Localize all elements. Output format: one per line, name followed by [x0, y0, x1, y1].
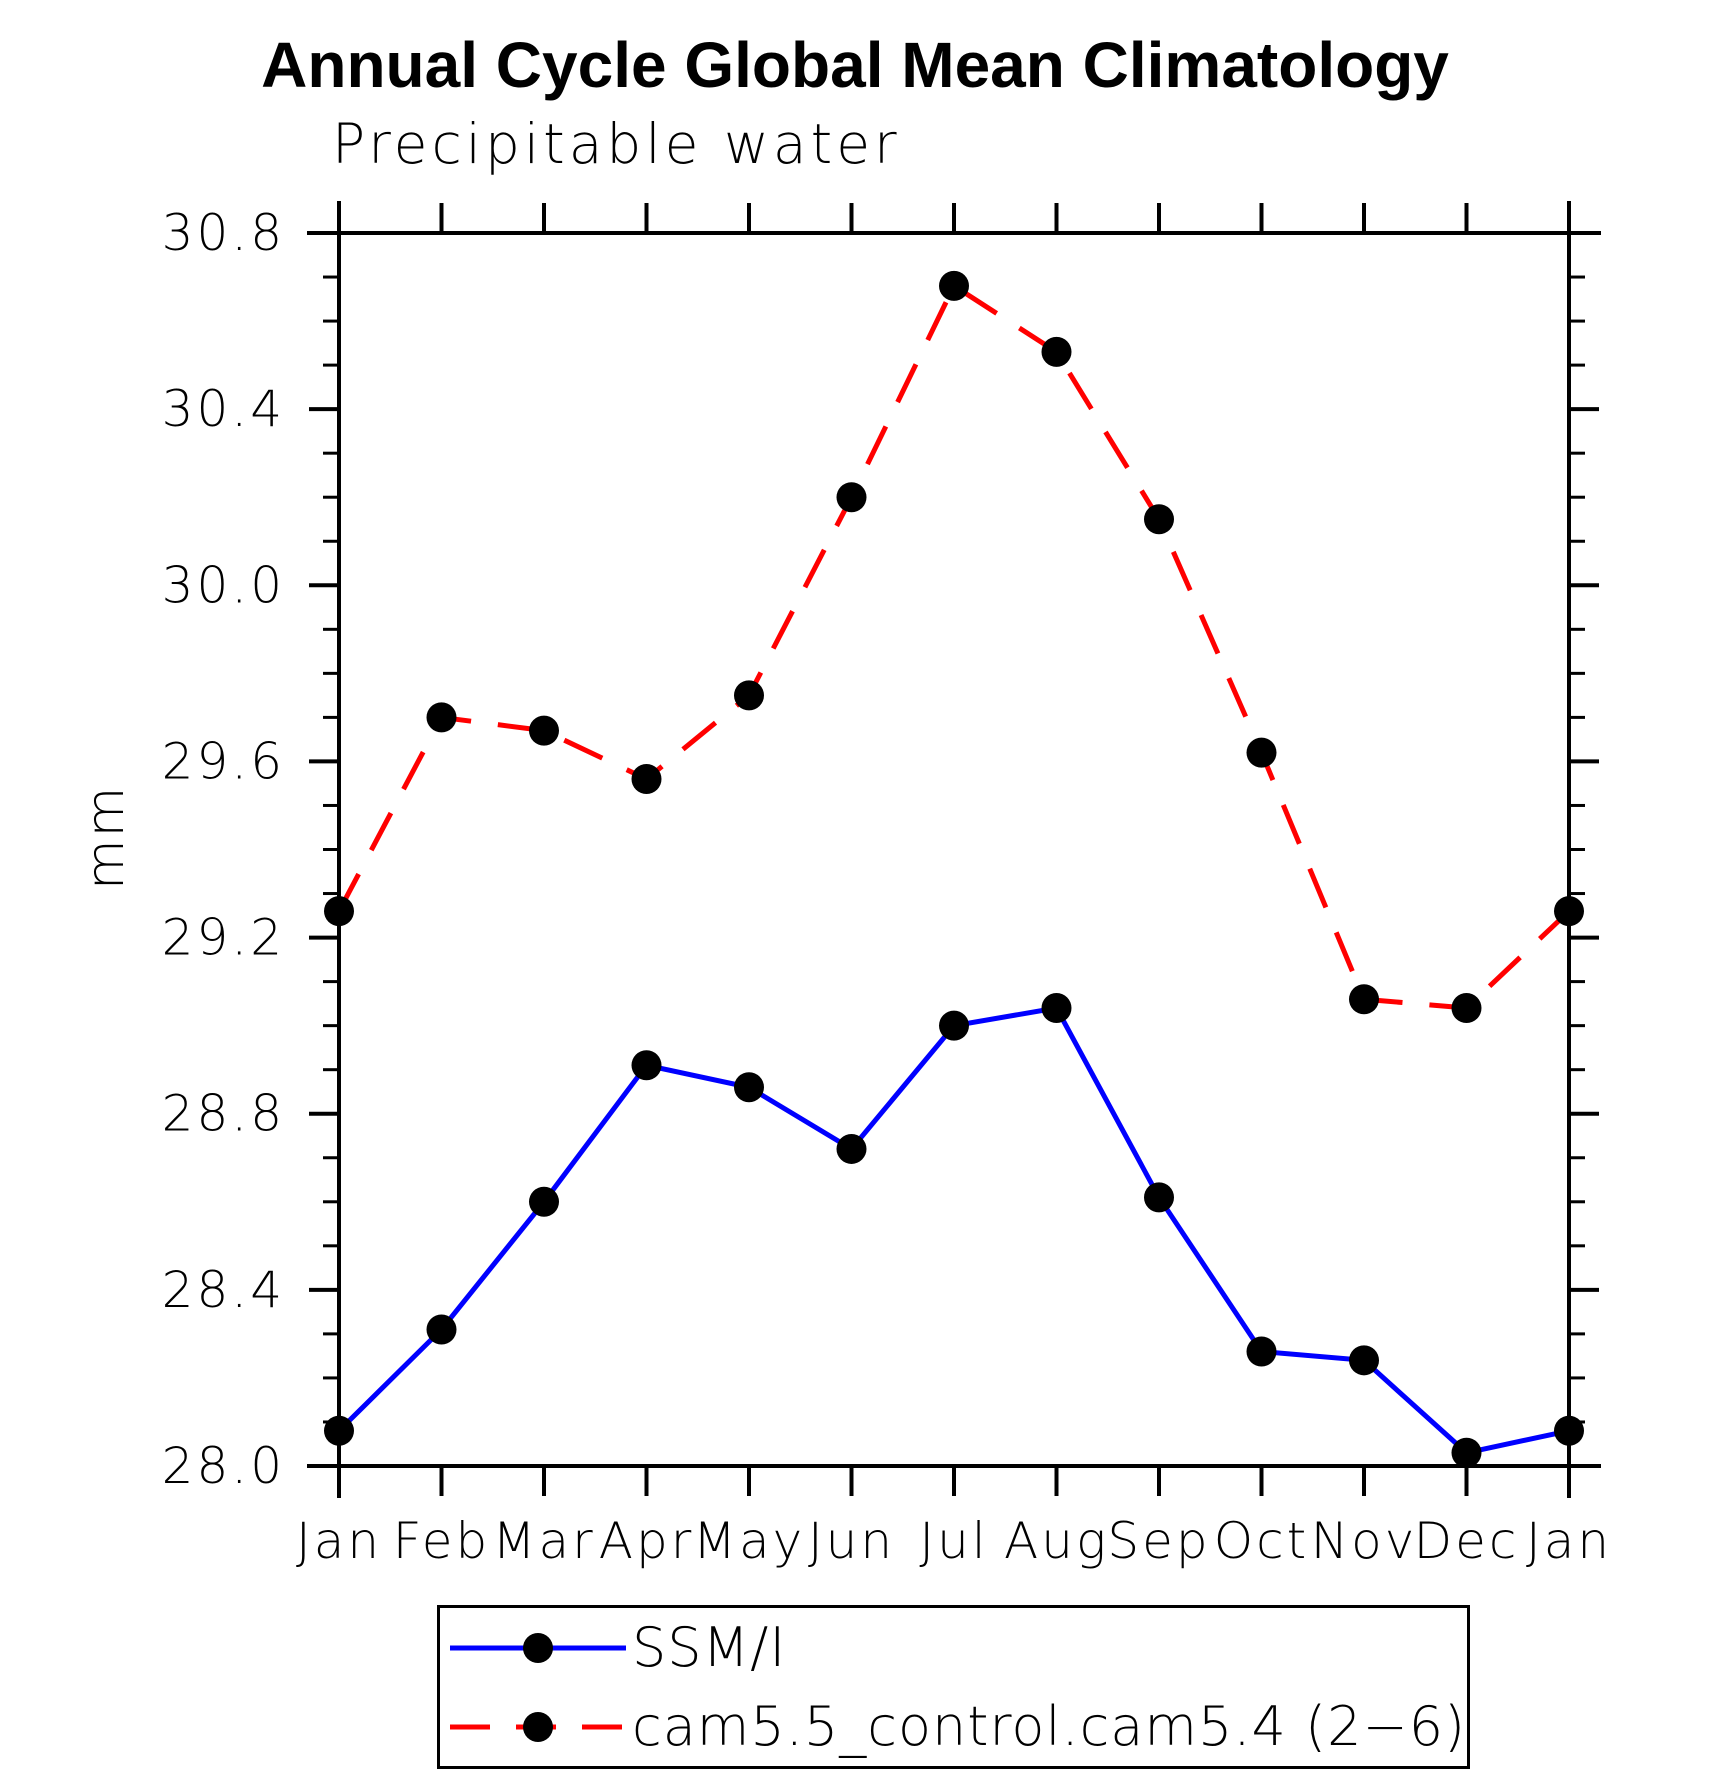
cam-line-swatch — [450, 1711, 626, 1742]
data-point-0-Feb — [426, 1314, 457, 1345]
ssmi-swatch-marker — [523, 1632, 553, 1663]
data-point-1-Nov — [1349, 984, 1379, 1015]
y-axis-tick-label: 29.6 — [162, 732, 285, 790]
data-point-0-Nov — [1349, 1345, 1379, 1376]
x-axis-month-label: Jul — [919, 1512, 988, 1570]
y-axis-tick-label: 30.0 — [162, 556, 285, 614]
legend-item-cam: cam5.5_control.cam5.4 (2−6) — [440, 1692, 1467, 1762]
data-point-0-Mar — [529, 1186, 559, 1217]
data-point-1-Feb — [426, 702, 457, 733]
ssmi-line-swatch — [450, 1632, 626, 1663]
y-axis-tick-label: 29.2 — [162, 909, 285, 967]
data-point-0-Apr — [631, 1050, 662, 1081]
legend-item-ssmi: SSM/I — [440, 1613, 1467, 1683]
x-axis-month-label: Jun — [808, 1512, 895, 1570]
data-point-1-Oct — [1246, 737, 1277, 768]
y-axis-tick-label: 30.8 — [162, 204, 285, 262]
y-axis-tick-label: 30.4 — [162, 380, 285, 438]
data-point-0-Jun — [836, 1133, 867, 1164]
x-axis-month-label: Jan — [296, 1512, 382, 1570]
x-axis-month-label: Dec — [1414, 1512, 1520, 1570]
y-axis-title: mm — [76, 784, 136, 890]
data-point-1-Aug — [1041, 336, 1072, 367]
data-point-1-Mar — [529, 715, 559, 746]
x-axis-month-label: Feb — [393, 1512, 491, 1570]
data-point-1-Apr — [631, 764, 662, 795]
data-point-0-Aug — [1041, 993, 1072, 1024]
data-point-1-Dec — [1451, 993, 1482, 1024]
x-axis-month-label: Apr — [599, 1512, 695, 1570]
x-axis-month-label: May — [693, 1512, 805, 1570]
x-axis-month-label: Sep — [1107, 1512, 1210, 1570]
y-axis-tick-label: 28.8 — [162, 1085, 285, 1143]
data-point-0-Jul — [939, 1010, 969, 1041]
data-point-1-Sep — [1144, 504, 1174, 535]
data-point-0-Jan — [1554, 1415, 1584, 1446]
x-axis-month-label: Nov — [1311, 1512, 1418, 1570]
data-point-0-Dec — [1451, 1437, 1482, 1468]
x-axis-month-label: Oct — [1214, 1512, 1309, 1570]
data-point-0-Oct — [1246, 1336, 1277, 1367]
x-axis-month-label: Aug — [1004, 1512, 1109, 1570]
chart-title: Annual Cycle Global Mean Climatology — [261, 29, 1449, 101]
data-point-0-May — [734, 1072, 764, 1103]
data-point-1-Jul — [939, 270, 969, 301]
series-line-0 — [337, 1005, 1570, 1456]
x-axis-month-label: Jan — [1526, 1512, 1612, 1570]
data-point-1-Jun — [836, 482, 867, 513]
legend-label-cam: cam5.5_control.cam5.4 (2−6) — [632, 1695, 1467, 1758]
legend-label-ssmi: SSM/I — [632, 1616, 787, 1679]
x-axis-month-label: Mar — [492, 1512, 595, 1570]
y-axis-tick-label: 28.4 — [162, 1261, 285, 1319]
data-point-1-Jan — [1554, 896, 1584, 927]
data-point-0-Jan — [324, 1415, 354, 1446]
series-line-1 — [336, 282, 1571, 1011]
data-point-0-Sep — [1144, 1182, 1174, 1213]
y-axis-tick-label: 28.0 — [162, 1437, 285, 1495]
legend: SSM/I cam5.5_control.cam5.4 (2−6) — [437, 1605, 1470, 1769]
chart-subtitle: Precipitable water — [332, 112, 901, 176]
data-point-1-May — [734, 680, 764, 711]
cam-swatch-marker — [523, 1711, 553, 1742]
data-point-1-Jan — [324, 896, 354, 927]
